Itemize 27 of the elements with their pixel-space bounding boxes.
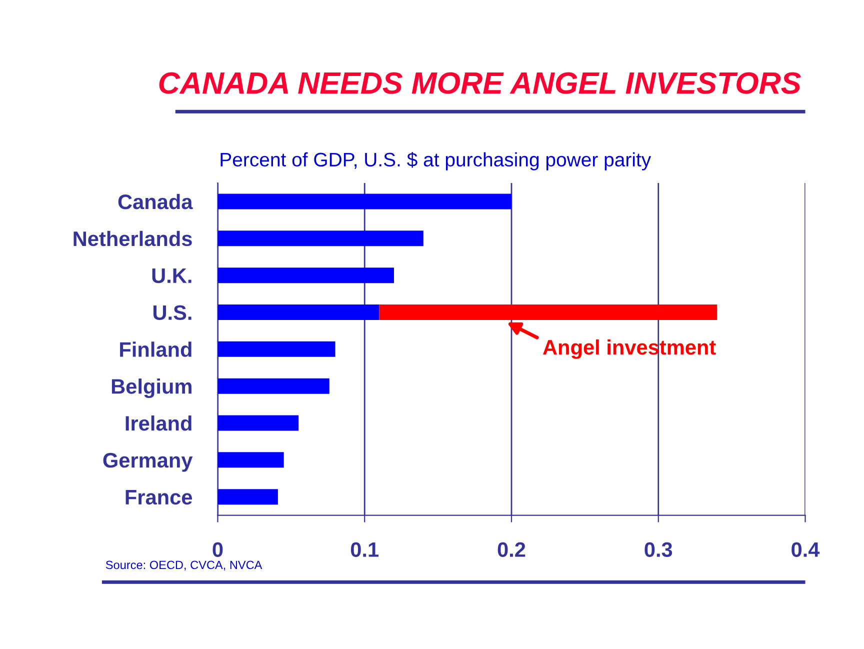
chart-subtitle: Percent of GDP, U.S. $ at purchasing power parity <box>220 152 652 170</box>
x-tick-label: 0.1 <box>350 542 379 557</box>
y-tick-label: Belgium <box>112 378 192 398</box>
bar <box>218 378 330 394</box>
bar <box>218 341 336 357</box>
x-tick-label: 0 <box>212 542 223 557</box>
bar <box>379 304 718 320</box>
y-tick-label: Germany <box>103 452 193 472</box>
y-tick-label: U.S. <box>153 305 192 320</box>
source-note: Source: OECD, CVCA, NVCA <box>106 560 262 570</box>
x-tick-label: 0.3 <box>644 542 672 558</box>
y-tick-label: France <box>126 490 192 505</box>
bar <box>218 452 284 468</box>
bar <box>218 194 512 210</box>
y-tick-label: Netherlands <box>74 230 192 246</box>
bar <box>218 489 278 505</box>
bar <box>218 415 299 431</box>
y-tick-label: Finland <box>120 342 192 357</box>
chart-title: CANADA NEEDS MORE ANGEL INVESTORS <box>159 72 801 94</box>
bar <box>218 230 424 246</box>
y-tick-label: U.K. <box>152 268 192 284</box>
y-tick-label: Ireland <box>126 415 192 431</box>
y-tick-label: Canada <box>118 194 193 210</box>
bar <box>218 268 394 284</box>
x-tick-label: 0.4 <box>792 542 820 557</box>
x-tick-label: 0.2 <box>498 542 526 557</box>
bar <box>218 304 380 320</box>
